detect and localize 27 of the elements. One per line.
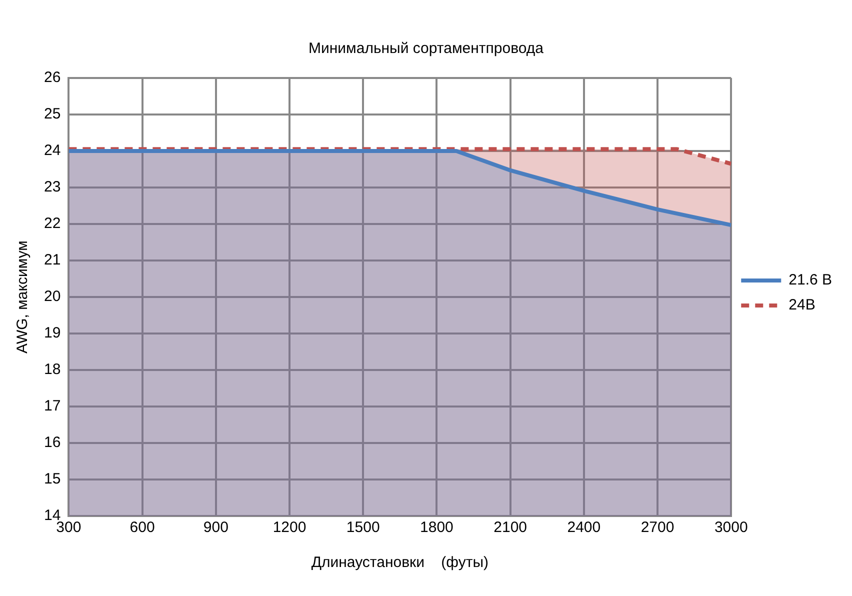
y-tick-label: 21 <box>44 252 61 269</box>
x-tick-label: 3000 <box>714 519 748 536</box>
y-tick-label: 18 <box>44 361 61 378</box>
y-tick-label: 25 <box>44 106 61 123</box>
y-tick-label: 23 <box>44 178 61 196</box>
x-tick-label: 1800 <box>420 519 454 536</box>
x-tick-label: 900 <box>203 519 228 536</box>
x-tick-label: 2700 <box>640 519 674 536</box>
x-tick-label: 600 <box>130 519 155 536</box>
y-tick-label: 24 <box>44 142 61 160</box>
y-tick-label: 16 <box>44 434 61 452</box>
y-tick-label: 26 <box>44 69 61 86</box>
y-tick-label: 17 <box>44 398 61 415</box>
x-tick-label: 2100 <box>494 519 528 536</box>
x-tick-label: 2400 <box>567 519 601 536</box>
y-axis-title: AWG, максимум <box>14 240 32 354</box>
y-tick-label: 19 <box>44 324 61 342</box>
x-tick-label: 1200 <box>272 519 306 536</box>
chart-title: Минимальный сортаментпровода <box>308 40 544 58</box>
x-tick-label: 300 <box>56 519 82 536</box>
y-tick-label: 15 <box>44 470 61 488</box>
legend-label: 21.6 В <box>788 272 832 289</box>
x-axis-title: Длинаустановки (футы) <box>311 554 488 572</box>
legend-label: 24В <box>788 296 816 314</box>
y-tick-label: 22 <box>44 215 61 232</box>
x-tick-label: 1500 <box>346 519 380 536</box>
y-tick-label: 20 <box>44 288 61 306</box>
